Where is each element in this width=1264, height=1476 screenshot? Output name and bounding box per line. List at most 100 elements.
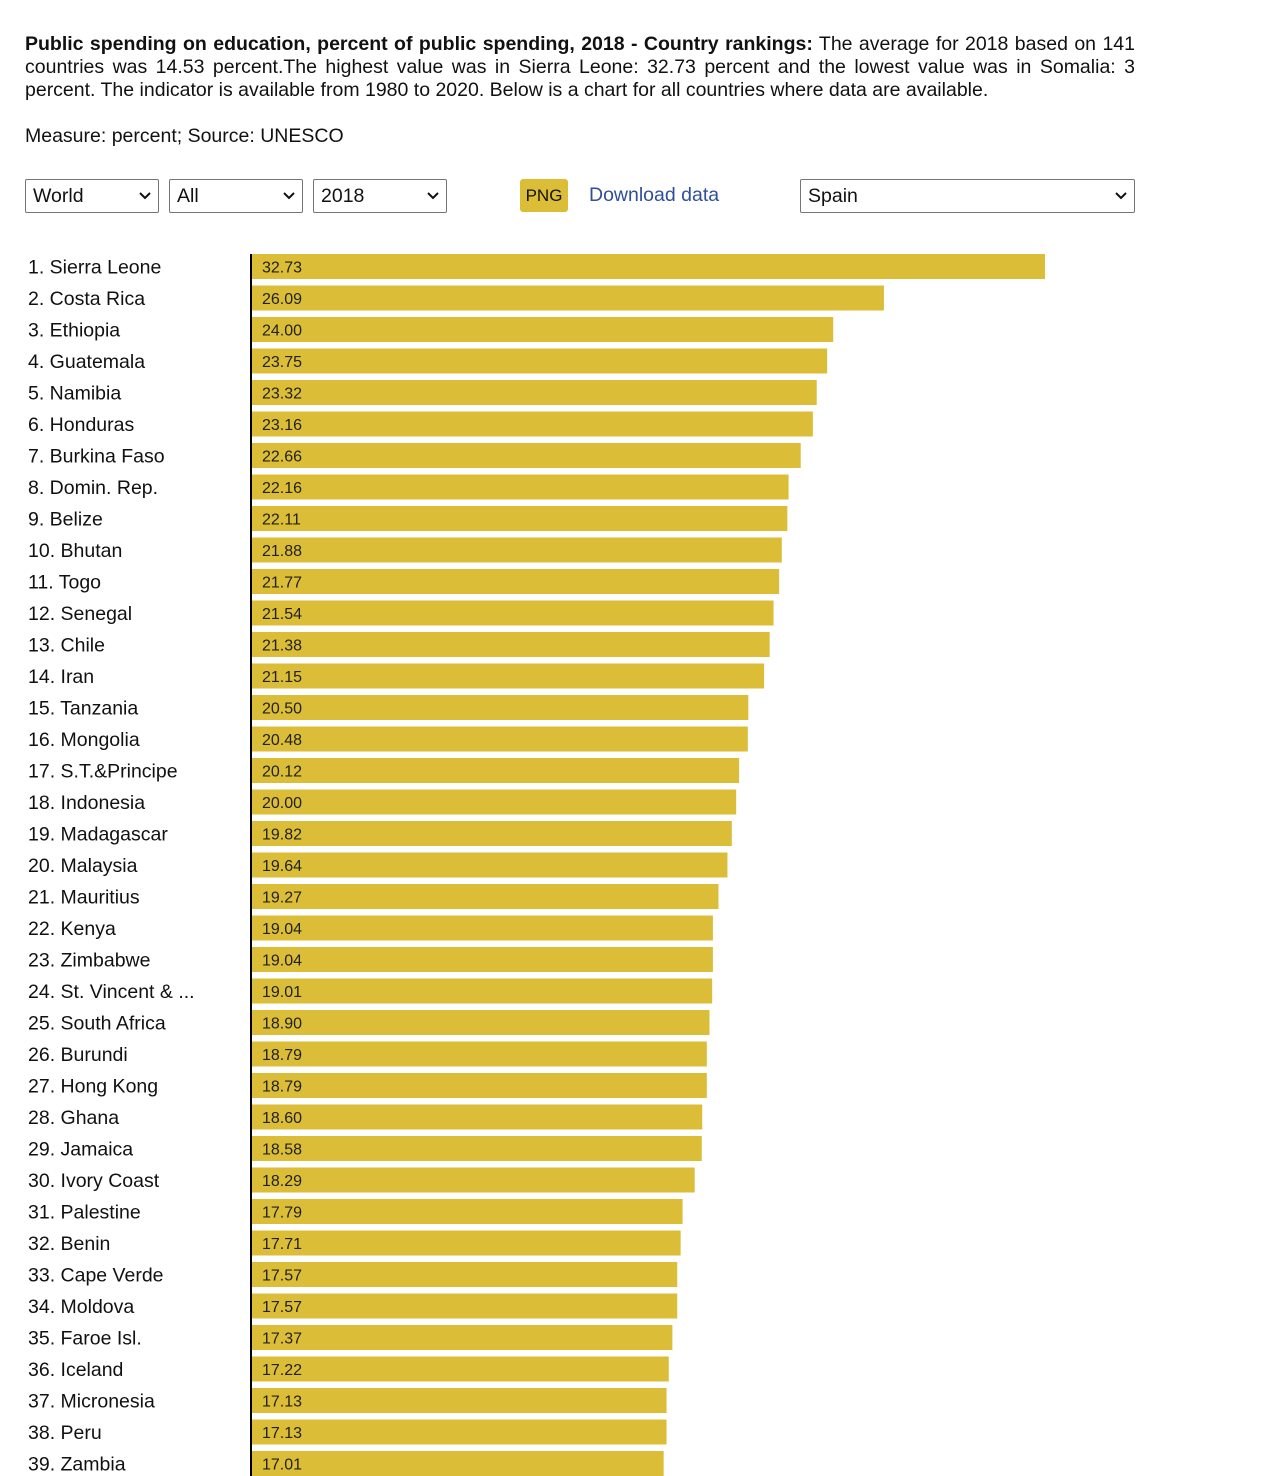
bar[interactable] (251, 915, 713, 941)
category-label: 35. Faroe Isl. (28, 1328, 142, 1350)
category-label: 3. Ethiopia (28, 320, 120, 342)
category-label: 21. Mauritius (28, 887, 140, 909)
category-label: 14. Iran (28, 666, 94, 688)
bar[interactable] (251, 632, 770, 657)
value-label: 20.50 (262, 701, 302, 718)
category-label: 30. Ivory Coast (28, 1170, 160, 1192)
category-label: 27. Hong Kong (28, 1076, 158, 1098)
chart-summary: The average for 2018 based on 141 countr… (25, 33, 1135, 101)
value-label: 18.29 (262, 1173, 302, 1190)
chevron-down-icon (139, 192, 151, 200)
category-label: 16. Mongolia (28, 729, 140, 751)
year-select-value: 2018 (321, 185, 365, 207)
bar[interactable] (251, 695, 749, 720)
bar[interactable] (251, 789, 737, 815)
ranking-bar-chart: 1. Sierra Leone 32.73 2. Costa Rica 26.09 3.… (28, 254, 1045, 1476)
category-label: 13. Chile (28, 635, 105, 657)
category-label: 8. Domin. Rep. (28, 477, 158, 499)
bar[interactable] (251, 1010, 710, 1035)
bar[interactable] (251, 569, 780, 594)
bar[interactable] (251, 1262, 678, 1287)
value-label: 18.79 (262, 1047, 302, 1064)
category-label: 34. Moldova (28, 1296, 134, 1318)
value-label: 18.79 (262, 1079, 302, 1096)
value-label: 18.58 (262, 1142, 302, 1159)
bar[interactable] (251, 380, 817, 405)
bar[interactable] (251, 663, 765, 689)
bar[interactable] (251, 758, 740, 783)
value-label: 22.16 (262, 480, 302, 497)
category-label: 38. Peru (28, 1422, 102, 1444)
measure-source: Measure: percent; Source: UNESCO (25, 125, 344, 147)
bar[interactable] (251, 978, 713, 1004)
value-label: 18.90 (262, 1016, 302, 1033)
bar[interactable] (251, 285, 884, 311)
chevron-down-icon (427, 192, 439, 200)
bar[interactable] (251, 821, 732, 846)
category-label: 33. Cape Verde (28, 1265, 164, 1287)
category-label: 2. Costa Rica (28, 288, 145, 310)
bar[interactable] (251, 726, 748, 752)
region-select[interactable]: World (25, 179, 159, 213)
chevron-down-icon (1115, 192, 1127, 200)
value-label: 17.57 (262, 1299, 302, 1316)
value-label: 17.57 (262, 1268, 302, 1285)
country-select-value: Spain (808, 185, 858, 207)
bar[interactable] (251, 884, 719, 909)
category-label: 37. Micronesia (28, 1391, 155, 1413)
value-label: 17.13 (262, 1425, 302, 1442)
bar[interactable] (251, 1293, 678, 1319)
value-label: 18.60 (262, 1110, 302, 1127)
value-label: 32.73 (262, 260, 302, 277)
category-label: 25. South Africa (28, 1013, 166, 1035)
category-label: 19. Madagascar (28, 824, 168, 846)
bar[interactable] (251, 411, 813, 437)
bar[interactable] (251, 600, 774, 626)
category-label: 9. Belize (28, 509, 103, 531)
category-label: 12. Senegal (28, 603, 132, 625)
value-label: 17.13 (262, 1394, 302, 1411)
category-label: 32. Benin (28, 1233, 110, 1255)
group-select[interactable]: All (169, 179, 303, 213)
bar[interactable] (251, 474, 789, 500)
bar[interactable] (251, 1230, 681, 1256)
category-label: 29. Jamaica (28, 1139, 133, 1161)
category-label: 7. Burkina Faso (28, 446, 165, 468)
bar[interactable] (251, 1073, 707, 1098)
bar[interactable] (251, 1451, 664, 1476)
bar[interactable] (251, 254, 1045, 279)
category-label: 26. Burundi (28, 1044, 128, 1066)
country-select[interactable]: Spain (800, 179, 1135, 213)
category-label: 36. Iceland (28, 1359, 123, 1381)
category-label: 1. Sierra Leone (28, 257, 161, 279)
bar[interactable] (251, 537, 782, 563)
bar[interactable] (251, 348, 828, 374)
value-label: 24.00 (262, 323, 302, 340)
value-label: 22.11 (262, 512, 301, 529)
bar[interactable] (251, 1041, 707, 1067)
bar[interactable] (251, 1104, 703, 1130)
category-label: 22. Kenya (28, 918, 116, 940)
download-data-link[interactable]: Download data (589, 184, 720, 206)
value-label: 20.48 (262, 732, 302, 749)
bar[interactable] (251, 1136, 702, 1161)
category-label: 23. Zimbabwe (28, 950, 150, 972)
bar[interactable] (251, 947, 713, 972)
bar[interactable] (251, 1199, 683, 1224)
bar[interactable] (251, 443, 801, 468)
bar[interactable] (251, 1325, 673, 1350)
bar[interactable] (251, 1356, 669, 1382)
bar[interactable] (251, 1419, 667, 1445)
category-label: 31. Palestine (28, 1202, 141, 1224)
value-label: 21.38 (262, 638, 302, 655)
bar[interactable] (251, 1167, 695, 1193)
bar[interactable] (251, 1388, 667, 1413)
value-label: 17.22 (262, 1362, 302, 1379)
year-select[interactable]: 2018 (313, 179, 447, 213)
bar[interactable] (251, 317, 834, 342)
value-label: 23.16 (262, 417, 302, 434)
png-download-button[interactable]: PNG (520, 179, 568, 212)
bar[interactable] (251, 506, 788, 531)
bar[interactable] (251, 852, 728, 878)
category-label: 15. Tanzania (28, 698, 138, 720)
